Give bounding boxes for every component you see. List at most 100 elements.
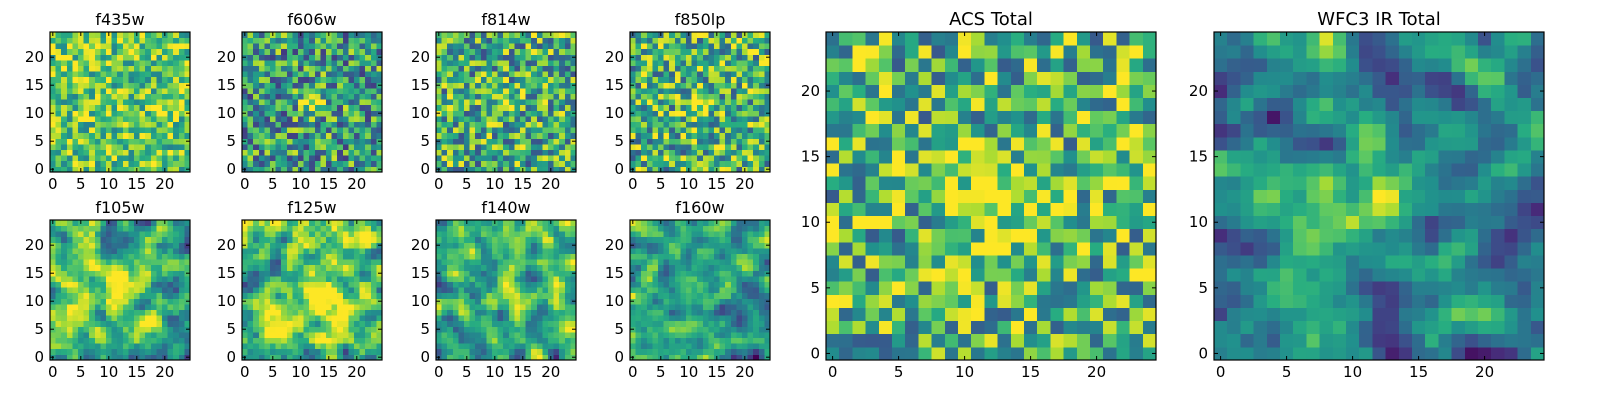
heatmap-cell — [497, 32, 504, 38]
heatmap-cell — [548, 43, 554, 50]
heatmap-cell — [570, 225, 577, 232]
heatmap-cell — [145, 93, 152, 100]
heatmap-cell — [441, 71, 448, 78]
heatmap-cell — [270, 320, 276, 327]
heatmap-cell — [742, 160, 748, 167]
heatmap-cell — [542, 354, 549, 361]
heatmap-cell — [156, 82, 163, 89]
heatmap-cell — [508, 104, 515, 111]
heatmap-cell — [122, 32, 129, 38]
heatmap-cell — [348, 65, 355, 72]
heatmap-cell — [264, 304, 271, 310]
heatmap-cell — [365, 110, 372, 117]
heatmap-cell — [520, 60, 526, 66]
heatmap-cell — [548, 155, 554, 162]
heatmap-cell — [714, 332, 720, 338]
heatmap-cell — [536, 93, 543, 100]
heatmap-cell — [370, 354, 377, 361]
heatmap-cell — [736, 88, 743, 94]
heatmap-cell — [331, 93, 338, 100]
heatmap-cell — [536, 166, 543, 173]
heatmap-cell — [298, 65, 304, 72]
heatmap-cell — [436, 281, 442, 288]
heatmap-cell — [128, 264, 135, 271]
heatmap-cell — [117, 155, 124, 162]
heatmap-cell — [376, 104, 383, 111]
heatmap-cell — [156, 298, 163, 305]
heatmap-cell — [370, 88, 377, 94]
heatmap-cell — [514, 76, 521, 83]
heatmap-cell — [162, 54, 168, 61]
heatmap-cell — [525, 93, 532, 100]
heatmap-cell — [553, 242, 560, 249]
heatmap-cell — [564, 354, 571, 361]
heatmap-cell — [714, 276, 720, 282]
heatmap-cell — [150, 281, 157, 288]
heatmap-cell — [66, 166, 73, 173]
heatmap-cell — [258, 264, 265, 271]
heatmap-cell — [536, 332, 543, 338]
heatmap-cell — [646, 281, 653, 288]
heatmap-cell — [275, 93, 282, 100]
heatmap-cell — [134, 149, 140, 156]
heatmap-cell — [72, 354, 79, 361]
heatmap-cell — [150, 220, 157, 226]
heatmap-cell — [117, 320, 124, 327]
heatmap-cell — [736, 144, 743, 150]
heatmap-cell — [348, 292, 355, 299]
heatmap-cell — [641, 166, 648, 173]
heatmap-cell — [247, 88, 254, 94]
heatmap-cell — [145, 220, 152, 226]
heatmap-cell — [309, 144, 316, 150]
heatmap-cell — [326, 160, 332, 167]
heatmap-cell — [55, 166, 62, 173]
heatmap-cell — [480, 270, 487, 277]
heatmap-cell — [275, 315, 282, 322]
heatmap-cell — [55, 220, 62, 226]
heatmap-cell — [742, 348, 748, 355]
heatmap-cell — [78, 60, 84, 66]
heatmap-cell — [275, 144, 282, 150]
heatmap-cell — [486, 332, 493, 338]
heatmap-cell — [730, 138, 737, 145]
heatmap-cell — [441, 132, 448, 139]
heatmap-cell — [525, 281, 532, 288]
heatmap-cell — [669, 160, 676, 167]
heatmap-cell — [156, 225, 163, 232]
heatmap-cell — [447, 127, 454, 134]
heatmap-cell — [162, 65, 168, 72]
heatmap-cell — [630, 348, 636, 355]
heatmap-cell — [184, 332, 191, 338]
heatmap-cell — [167, 343, 174, 350]
heatmap-cell — [531, 132, 538, 139]
heatmap-cell — [641, 104, 648, 111]
heatmap-cell — [66, 43, 73, 50]
heatmap-cell — [536, 320, 543, 327]
heatmap-cell — [83, 236, 90, 243]
heatmap-cell — [303, 138, 310, 145]
heatmap-cell — [270, 276, 276, 282]
heatmap-cell — [764, 309, 771, 316]
heatmap-cell — [641, 337, 648, 344]
heatmap-cell — [342, 264, 349, 271]
y-tick-label: 15 — [25, 264, 44, 282]
heatmap-cell — [570, 116, 577, 122]
heatmap-cell — [641, 93, 648, 100]
heatmap-cell — [764, 32, 771, 38]
heatmap-cell — [331, 76, 338, 83]
heatmap-cell — [320, 132, 327, 139]
heatmap-cell — [326, 292, 332, 299]
heatmap-cell — [94, 110, 101, 117]
heatmap-cell — [492, 248, 498, 254]
heatmap-cell — [50, 48, 56, 55]
heatmap-cell — [714, 121, 720, 128]
heatmap-cell — [100, 155, 107, 162]
heatmap-cell — [480, 138, 487, 145]
heatmap-cell — [531, 276, 538, 282]
heatmap-cell — [72, 242, 79, 249]
heatmap-cell — [270, 343, 276, 350]
heatmap-cell — [758, 320, 765, 327]
heatmap-cell — [531, 127, 538, 134]
heatmap-cell — [548, 270, 554, 277]
heatmap-cell — [436, 343, 442, 350]
